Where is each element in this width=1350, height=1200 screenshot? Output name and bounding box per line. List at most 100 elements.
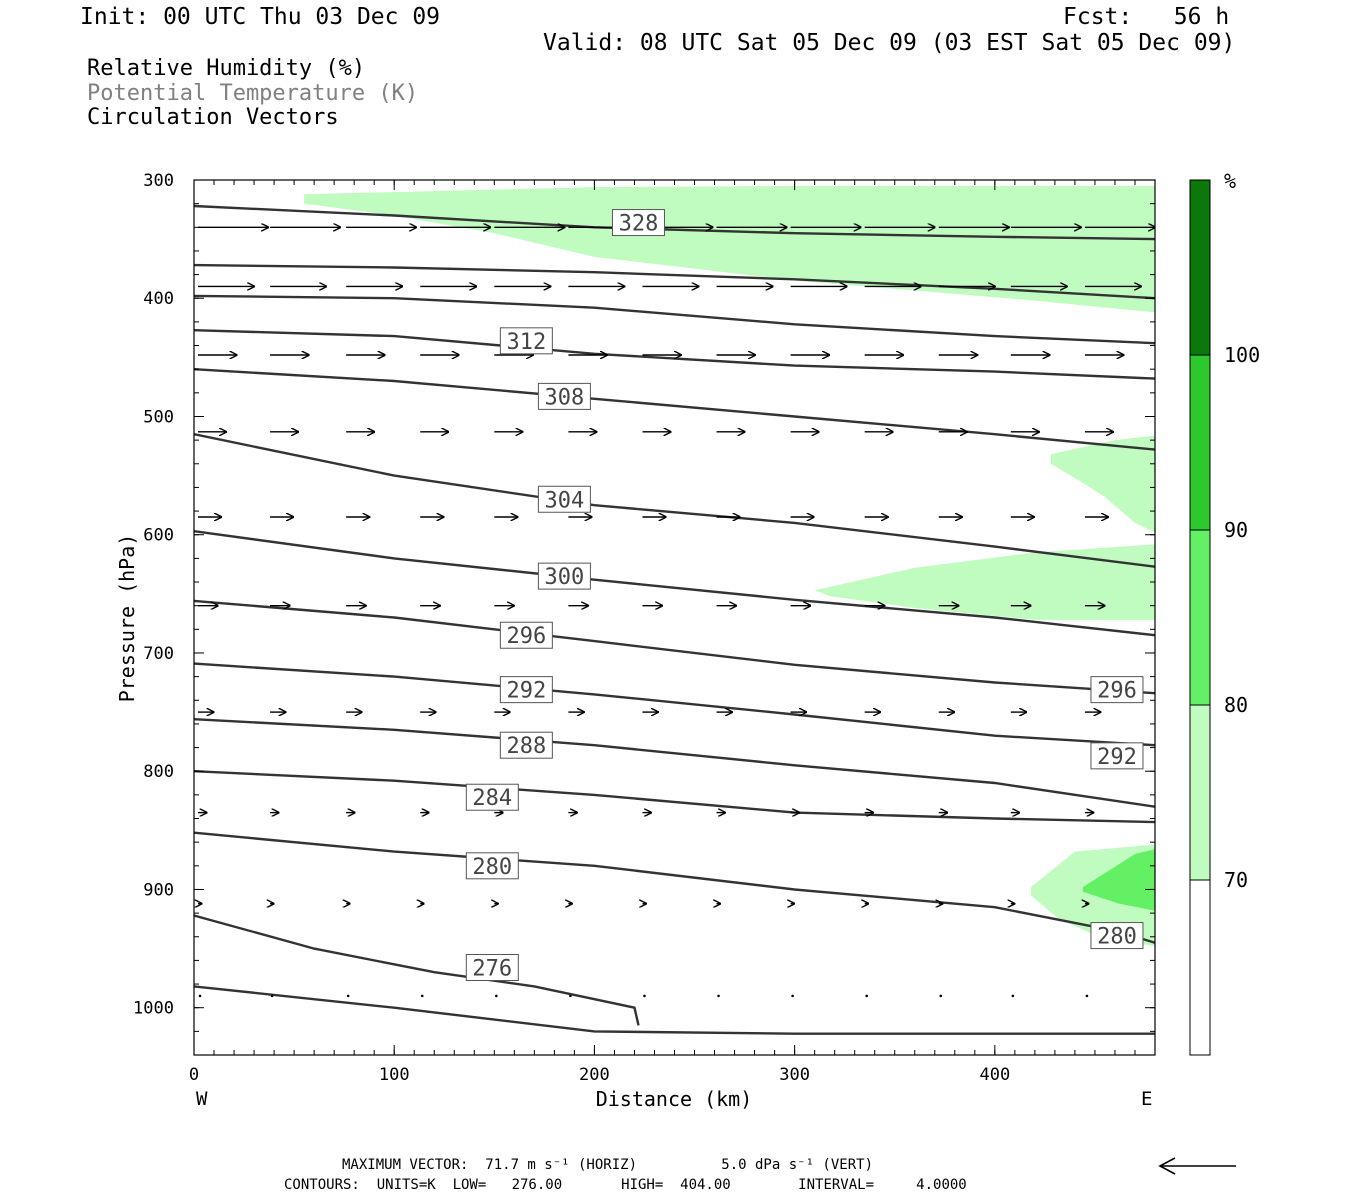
- valid-time: Valid: 08 UTC Sat 05 Dec 09 (03 EST Sat …: [543, 30, 1236, 56]
- legend-circulation-vectors: Circulation Vectors: [87, 105, 339, 130]
- contour-label-text: 308: [545, 385, 585, 410]
- x-axis-title: Distance (km): [596, 1087, 753, 1111]
- colorbar-label: 100: [1224, 343, 1260, 367]
- east-label: E: [1141, 1088, 1152, 1110]
- contour-label-text: 276: [472, 957, 512, 982]
- x-tick-label: 300: [779, 1065, 810, 1085]
- contour-label-text: 292: [506, 679, 546, 704]
- contour-label-280: 280: [465, 852, 519, 880]
- vector-dot: [270, 994, 274, 998]
- legend-potential-temperature: Potential Temperature (K): [87, 81, 419, 106]
- vector-dot: [420, 994, 424, 998]
- theta-contour-292: [194, 718, 1155, 808]
- contour-label-text: 288: [506, 734, 546, 759]
- vector-dot: [865, 994, 868, 998]
- contour-label-296: 296: [1090, 676, 1144, 704]
- theta-contour-280: [194, 914, 640, 1026]
- y-tick-label: 600: [143, 526, 174, 546]
- theta-contour-316: [194, 329, 1155, 380]
- theta-contour-288: [194, 770, 1155, 824]
- contour-label-text: 292: [1097, 745, 1137, 770]
- contour-label-292: 292: [499, 676, 553, 704]
- contour-label-text: 280: [472, 855, 512, 880]
- colorbar: % 70 80 90 100: [1189, 169, 1260, 1056]
- circulation-vectors-layer: [198, 227, 1155, 998]
- contour-label-288: 288: [499, 731, 553, 759]
- contour-label-text: 296: [506, 624, 546, 649]
- contour-label-text: 300: [545, 565, 585, 590]
- vector-dot: [495, 994, 498, 998]
- colorbar-label: 90: [1224, 518, 1248, 542]
- contour-label-box: [499, 676, 553, 704]
- contour-label-text: 296: [1097, 679, 1137, 704]
- theta-contour-324: [194, 263, 1155, 300]
- rh-area-70-1: [1050, 435, 1155, 533]
- init-time: Init: 00 UTC Thu 03 Dec 09: [80, 4, 441, 30]
- x-tick-label: 0: [189, 1065, 199, 1085]
- rh-area-70-0: [304, 185, 1155, 313]
- contour-labels-layer: 328 312 308 304 300 296 292 288 284 280 276 296 292 2…: [465, 209, 1144, 982]
- colorbar-segment-2: [1190, 530, 1210, 705]
- contour-label-box: [537, 382, 591, 410]
- contour-label-312: 312: [499, 327, 553, 355]
- colorbar-unit: %: [1224, 169, 1236, 193]
- y-axis-title: Pressure (hPa): [115, 534, 139, 703]
- theta-contour-328: [194, 204, 1155, 241]
- contour-label-text: 280: [1097, 925, 1137, 950]
- theta-contour-284: [194, 831, 1155, 944]
- y-tick-label: 700: [143, 644, 174, 664]
- contour-label-box: [499, 327, 553, 355]
- contour-label-text: 304: [545, 488, 585, 513]
- rh-area-80-4: [1082, 849, 1155, 911]
- x-tick-label: 200: [579, 1065, 610, 1085]
- rh-area-70-2: [814, 544, 1155, 620]
- colorbar-segment-1: [1190, 355, 1210, 530]
- contour-label-box: [1090, 922, 1144, 950]
- contour-label-box: [465, 954, 519, 981]
- vector-dot: [717, 994, 720, 998]
- y-tick-label: 500: [143, 407, 174, 427]
- contour-label-328: 328: [611, 209, 665, 237]
- y-tick-label: 1000: [133, 999, 174, 1019]
- contour-label-box: [537, 485, 591, 513]
- contour-label-box: [499, 621, 553, 649]
- theta-contour-308: [194, 433, 1155, 568]
- contour-label-300: 300: [537, 562, 591, 590]
- vector-dot: [569, 994, 572, 998]
- theta-contour-276: [194, 985, 1155, 1035]
- colorbar-segment-3: [1190, 705, 1210, 880]
- y-tick-label: 300: [143, 171, 174, 191]
- colorbar-label: 80: [1224, 693, 1248, 717]
- contour-label-text: 312: [506, 330, 546, 355]
- rh-shading-layer: [304, 185, 1155, 947]
- contour-label-276: 276: [465, 954, 519, 982]
- axes-layer: 300 400 500 600 700 800 900 1000 0 100 200 300 400: [133, 171, 1156, 1085]
- vector-dot: [198, 994, 202, 998]
- contour-label-text: 328: [619, 212, 659, 237]
- contour-label-304: 304: [537, 485, 591, 513]
- reference-arrow-icon: [1158, 1157, 1236, 1175]
- theta-contour-296: [194, 662, 1155, 747]
- forecast-hour: Fcst: 56 h: [1063, 4, 1230, 30]
- colorbar-frame: [1189, 179, 1211, 1056]
- contour-label-296: 296: [499, 621, 553, 649]
- x-tick-label: 100: [379, 1065, 410, 1085]
- contour-label-box: [1090, 742, 1144, 770]
- x-tick-label: 400: [979, 1065, 1010, 1085]
- legend-relative-humidity: Relative Humidity (%): [87, 56, 366, 81]
- contour-label-284: 284: [465, 783, 519, 811]
- west-label: W: [196, 1088, 208, 1110]
- y-tick-label: 400: [143, 289, 174, 309]
- y-tick-label: 900: [143, 880, 174, 900]
- contour-label-292: 292: [1090, 742, 1144, 770]
- contour-label-308: 308: [537, 382, 591, 410]
- vector-dot: [1085, 994, 1089, 998]
- contour-label-text: 284: [472, 786, 512, 811]
- contour-label-box: [611, 209, 665, 237]
- theta-contour-304: [194, 530, 1155, 637]
- vector-dot: [791, 994, 794, 998]
- theta-contours-layer: [194, 204, 1155, 1035]
- theta-contour-300: [194, 599, 1155, 695]
- contours-note: CONTOURS: UNITS=K LOW= 276.00 HIGH= 404.…: [284, 1177, 967, 1193]
